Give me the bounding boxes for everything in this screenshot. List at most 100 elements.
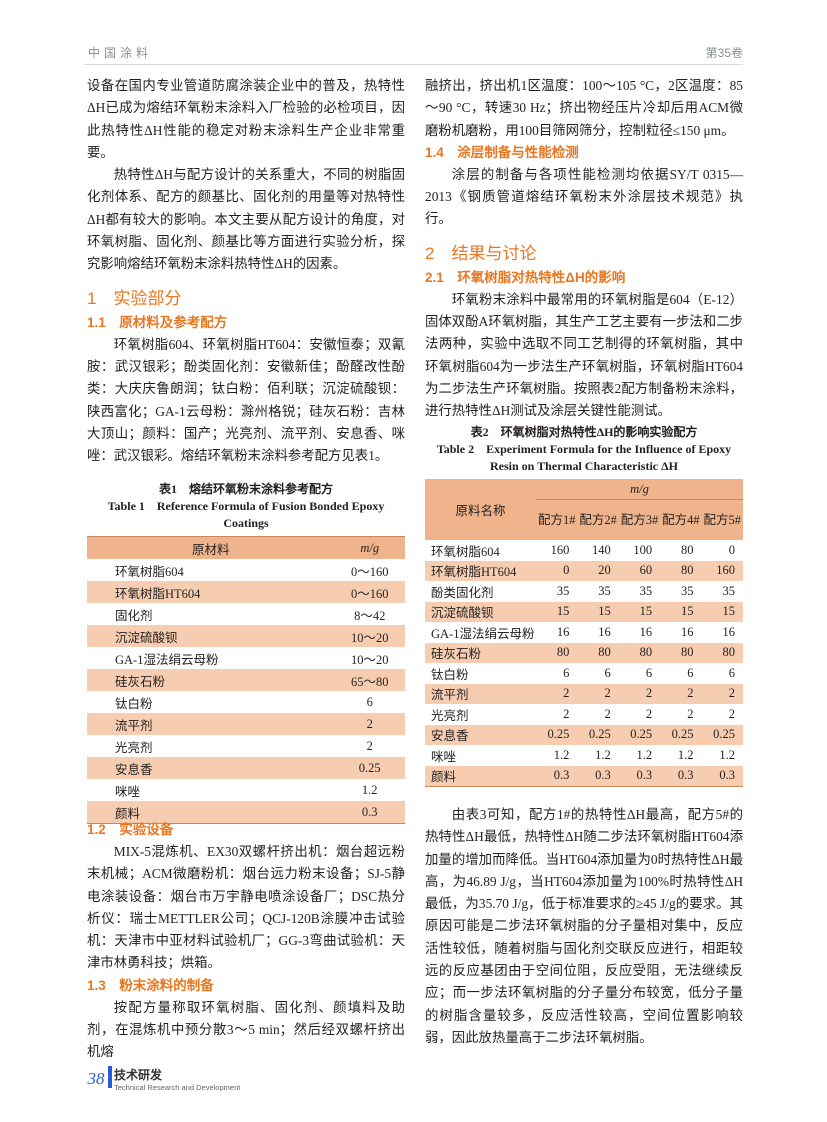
material-cell: 安息香	[431, 729, 469, 744]
value-cell: 15	[639, 604, 653, 619]
mass-cell: 0～160	[350, 564, 389, 579]
table2-row: 颜料 0.3 0.3 0.3 0.3 0.3	[425, 765, 743, 787]
mass-cell: 65～80	[350, 674, 389, 689]
value-cell: 0.3	[536, 765, 578, 787]
material-cell: 咪唑	[115, 784, 141, 799]
footer-section-en: Technical Research and Development	[114, 1083, 241, 1092]
table1-row: 环氧树脂604 0～160	[87, 559, 405, 581]
value-cell: 160	[550, 542, 570, 557]
value-cell: 1.2	[636, 747, 653, 762]
value-cell: 0.3	[618, 765, 661, 787]
table2-row: 钛白粉 6 6 6 6 6	[425, 663, 743, 684]
value-cell: 0	[728, 542, 735, 557]
value-cell: 6	[604, 665, 611, 680]
table1-block: 表1 熔结环氧粉末涂料参考配方 Table 1 Reference Formul…	[87, 481, 405, 824]
table1-header-material: 原材料	[87, 536, 335, 559]
material-cell: 沉淀硫酸钡	[115, 630, 178, 645]
value-cell: 2	[728, 686, 735, 701]
paragraph: 按配方量称取环氧树脂、固化剂、颜填料及助剂，在混炼机中预分散3～5 min；然后…	[87, 999, 405, 1060]
table2-row: 环氧树脂604 160 140 100 80 0	[425, 540, 743, 561]
value-cell: 100	[633, 542, 653, 557]
subsection-heading: 1.4 涂层制备与性能检测	[425, 144, 579, 160]
material-cell: 光亮剂	[115, 740, 153, 755]
table1-row: 钛白粉 6	[87, 691, 405, 713]
table1-row: 硅灰石粉 65～80	[87, 669, 405, 691]
material-cell: 安息香	[115, 762, 153, 777]
value-cell: 0.25	[713, 727, 735, 742]
material-cell: 硅灰石粉	[115, 674, 166, 689]
value-cell: 35	[598, 583, 611, 598]
paragraph: 环氧粉末涂料中最常用的环氧树脂是604（E-12）固体双酚A环氧树脂，其生产工艺…	[425, 291, 743, 419]
subsection-heading: 1.3 粉末涂料的制备	[87, 977, 214, 993]
table1: 原材料 m/g 环氧树脂604 0～160 环氧树脂HT604 0～160 固化剂 8～4…	[87, 536, 405, 824]
value-cell: 2	[645, 686, 653, 701]
value-cell: 2	[645, 706, 653, 721]
value-cell: 15	[598, 604, 611, 619]
paragraph: 融挤出，挤出机1区温度：100～105 °C，2区温度：85～90 °C，转速3…	[425, 78, 743, 138]
table2-row: 沉淀硫酸钡 15 15 15 15 15	[425, 601, 743, 622]
table2-row: GA-1湿法绢云母粉 16 16 16 16 16	[425, 622, 743, 643]
mass-cell: 10～20	[350, 652, 389, 667]
table2: 原料名称 m/g 配方1# 配方2# 配方3# 配方4# 配方5# 环氧树脂604 160…	[425, 479, 743, 787]
value-cell: 16	[556, 624, 570, 639]
value-cell: 80	[681, 542, 694, 557]
value-cell: 1.2	[553, 747, 570, 762]
formula-header: 配方4#	[660, 499, 702, 540]
mass-cell: 0.3	[334, 801, 405, 824]
value-cell: 6	[687, 665, 694, 680]
value-cell: 80	[556, 645, 570, 660]
paragraph: 热特性ΔH与配方设计的关系重大，不同的树脂固化剂体系、配方的颜基比、固化剂的用量…	[87, 167, 405, 272]
table1-row: 环氧树脂HT604 0～160	[87, 581, 405, 603]
left-column: 设备在国内专业管道防腐涂装企业中的普及，热特性ΔH已成为熔结环氧粉末涂料入厂检验…	[87, 75, 405, 467]
value-cell: 80	[639, 645, 653, 660]
table1-header-mass: m/g	[334, 536, 405, 559]
value-cell: 35	[722, 583, 736, 598]
table1-row: 光亮剂 2	[87, 735, 405, 757]
mass-cell: 0.25	[358, 760, 381, 775]
table1-row: 咪唑 1.2	[87, 779, 405, 801]
value-cell: 0.25	[588, 727, 611, 742]
right-column: 融挤出，挤出机1区温度：100～105 °C，2区温度：85～90 °C，转速3…	[425, 75, 743, 423]
table1-caption-en: Table 1 Reference Formula of Fusion Bond…	[107, 499, 385, 530]
material-cell: GA-1湿法绢云母粉	[115, 652, 219, 667]
material-cell: 酚类固化剂	[431, 585, 494, 600]
material-cell: 环氧树脂HT604	[115, 586, 201, 601]
mass-cell: 2	[366, 716, 373, 731]
paragraph: MIX-5混炼机、EX30双螺杆挤出机：烟台超远粉末机械；ACM微磨粉机：烟台远…	[87, 844, 405, 971]
paragraph: 设备在国内专业管道防腐涂装企业中的普及，热特性ΔH已成为熔结环氧粉末涂料入厂检验…	[87, 78, 405, 160]
value-cell: 1.2	[677, 747, 694, 762]
value-cell: 0	[563, 563, 570, 578]
table1-row: 固化剂 8～42	[87, 603, 405, 625]
table2-row: 安息香 0.25 0.25 0.25 0.25 0.25	[425, 724, 743, 745]
value-cell: 16	[722, 624, 736, 639]
table1-row: 流平剂 2	[87, 713, 405, 735]
subsection-heading: 1.2 实验设备	[87, 822, 174, 837]
value-cell: 0.25	[630, 727, 653, 742]
value-cell: 6	[563, 665, 570, 680]
material-cell: 固化剂	[115, 608, 153, 623]
mass-cell: 2	[366, 738, 373, 753]
value-cell: 80	[681, 645, 694, 660]
left-column-lower: 1.2 实验设备 MIX-5混炼机、EX30双螺杆挤出机：烟台超远粉末机械；AC…	[87, 819, 405, 1064]
table2-row: 硅灰石粉 80 80 80 80 80	[425, 642, 743, 663]
value-cell: 80	[598, 645, 611, 660]
subsection-heading: 2.1 环氧树脂对热特性ΔH的影响	[425, 269, 626, 285]
value-cell: 0.3	[660, 765, 702, 787]
paragraph: 由表3可知，配方1#的热特性ΔH最高，配方5#的热特性ΔH最低，热特性ΔH随二步…	[425, 807, 743, 1045]
mass-cell: 6	[366, 694, 373, 709]
footer-section-cn: 技术研发	[114, 1068, 163, 1082]
paragraph: 环氧树脂604、环氧树脂HT604：安徽恒泰；双氰胺：武汉银彩；酚类固化剂：安徽…	[87, 336, 405, 464]
table1-row: 颜料 0.3	[87, 801, 405, 824]
table2-row: 流平剂 2 2 2 2 2	[425, 683, 743, 704]
material-cell: 钛白粉	[115, 696, 153, 711]
material-cell: 环氧树脂HT604	[431, 565, 517, 580]
value-cell: 80	[681, 563, 694, 578]
mass-cell: 10～20	[350, 630, 389, 645]
table1-row: 沉淀硫酸钡 10～20	[87, 625, 405, 647]
table2-row: 光亮剂 2 2 2 2 2	[425, 704, 743, 725]
table2-row: 环氧树脂HT604 0 20 60 80 160	[425, 560, 743, 581]
value-cell: 2	[687, 706, 694, 721]
mass-cell: 0～160	[350, 586, 389, 601]
table2-block: 表2 环氧树脂对热特性ΔH的影响实验配方 Table 2 Experiment …	[425, 424, 743, 787]
value-cell: 0.25	[547, 727, 570, 742]
